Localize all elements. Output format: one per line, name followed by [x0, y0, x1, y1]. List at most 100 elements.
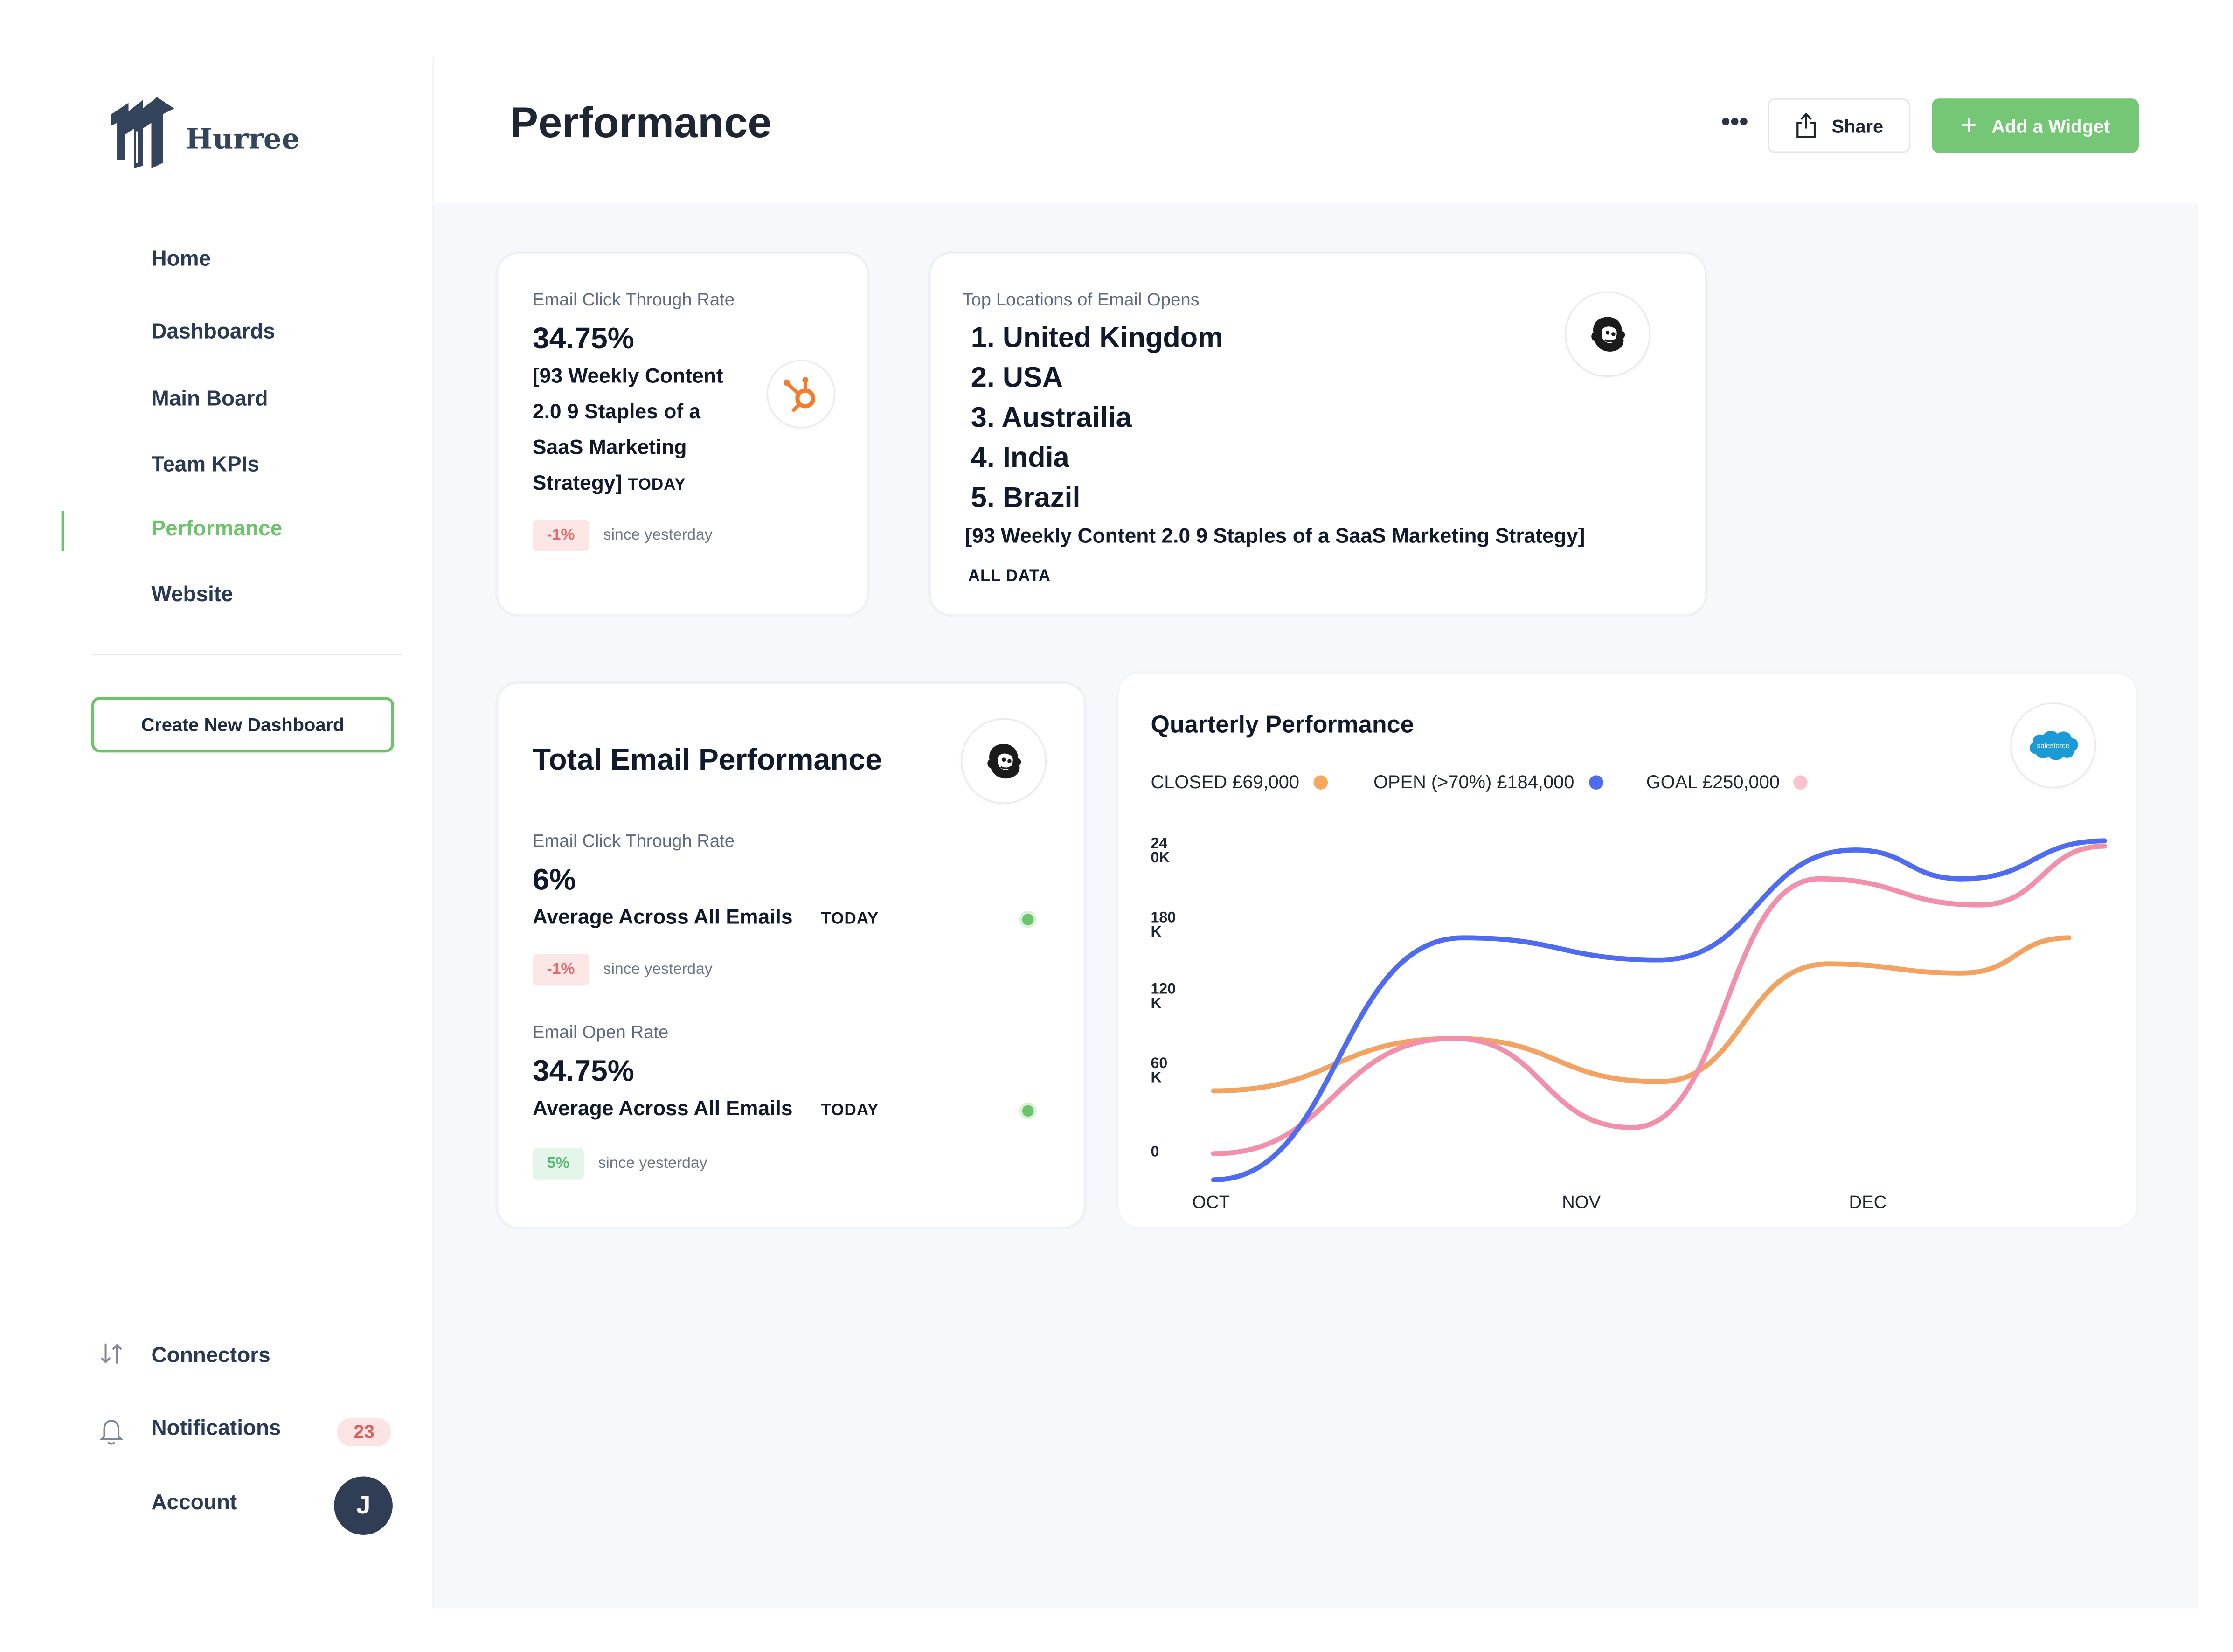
legend-item-open[interactable]: OPEN (>70%) £184,000: [1373, 771, 1603, 792]
locations-list: 1. United Kingdom 2. USA 3. Austrailia 4…: [971, 319, 1223, 519]
metric-desc: Average Across All Emails: [532, 906, 793, 930]
ctr-campaign-line: 2.0 9 Staples of a: [532, 401, 701, 424]
salesforce-logo: salesforce: [2010, 702, 2096, 788]
email-ctr-card[interactable]: Email Click Through Rate 34.75% [93 Week…: [495, 251, 870, 617]
add-widget-button[interactable]: + Add a Widget: [1932, 98, 2139, 153]
change-badge: -1%: [532, 954, 589, 986]
y-tick-line: 0K: [1151, 849, 1170, 867]
y-tick-line: 60: [1151, 1055, 1168, 1073]
x-tick-label: DEC: [1849, 1192, 1887, 1213]
sidebar-divider: [91, 654, 403, 656]
locations-scope: ALL DATA: [968, 568, 1051, 586]
metric-change-row: 5% since yesterday: [532, 1148, 707, 1180]
y-tick-line: K: [1151, 1069, 1162, 1087]
legend-label: CLOSED £69,000: [1151, 771, 1300, 793]
sidebar-item-home[interactable]: Home: [151, 247, 211, 271]
legend-item-goal[interactable]: GOAL £250,000: [1646, 771, 1809, 793]
metric-desc: Average Across All Emails: [532, 1098, 793, 1121]
since-label: since yesterday: [603, 527, 713, 544]
salesforce-icon-text: salesforce: [2037, 742, 2069, 750]
legend-label: GOAL £250,000: [1646, 771, 1780, 793]
sidebar-item-team-kpis[interactable]: Team KPIs: [151, 452, 259, 477]
ctr-period: TODAY: [628, 477, 686, 494]
more-options-button[interactable]: •••: [1721, 107, 1748, 136]
sidebar-item-performance[interactable]: Performance: [151, 517, 283, 541]
y-tick-line: 24: [1151, 835, 1168, 853]
notifications-link[interactable]: Notifications: [151, 1416, 281, 1441]
y-tick-label: 180 K: [1151, 909, 1176, 941]
locations-campaign: [93 Weekly Content 2.0 9 Staples of a Sa…: [965, 525, 1585, 548]
ctr-label: Email Click Through Rate: [532, 290, 735, 310]
sidebar-item-dashboards[interactable]: Dashboards: [151, 319, 275, 344]
active-indicator: [61, 511, 64, 551]
connectors-icon: [100, 1343, 122, 1364]
metric-label: Email Click Through Rate: [532, 831, 735, 851]
total-email-performance-card[interactable]: Total Email Performance Email Click Thro…: [495, 681, 1087, 1229]
since-label: since yesterday: [598, 1155, 707, 1173]
quarterly-line-chart: [1211, 838, 2107, 1182]
mailchimp-icon: [1591, 317, 1625, 352]
series-line: [1211, 843, 2107, 1156]
mailchimp-logo: [1565, 291, 1650, 377]
page-title: Performance: [509, 100, 772, 147]
ctr-campaign-line-end: Strategy]: [532, 472, 623, 496]
metric-value: 34.75%: [532, 1055, 634, 1088]
y-tick-line: K: [1151, 923, 1162, 941]
mailchimp-icon: [987, 743, 1021, 779]
mailchimp-logo: [961, 718, 1047, 804]
metric-period: TODAY: [821, 911, 879, 928]
y-tick-line: 180: [1151, 909, 1176, 927]
sidebar-item-main-board[interactable]: Main Board: [151, 387, 268, 411]
sidebar: Hurree Home Dashboards Main Board Team K…: [60, 57, 434, 1608]
legend-label: OPEN (>70%) £184,000: [1373, 771, 1574, 793]
locations-label: Top Locations of Email Opens: [962, 290, 1200, 310]
top-locations-card[interactable]: Top Locations of Email Opens 1. United K…: [928, 251, 1708, 617]
legend-item-closed[interactable]: CLOSED £69,000: [1151, 771, 1328, 792]
add-widget-label: Add a Widget: [1991, 115, 2110, 137]
y-tick-line: 0: [1151, 1144, 1159, 1161]
ctr-campaign-line: SaaS Marketing: [532, 437, 687, 460]
total-card-title: Total Email Performance: [532, 743, 882, 777]
notifications-count-badge: 23: [337, 1417, 391, 1447]
series-line: [1211, 935, 2072, 1094]
ctr-campaign-line: Strategy] TODAY: [533, 467, 723, 504]
change-badge: -1%: [532, 520, 589, 551]
share-icon: [1796, 112, 1816, 139]
location-item: 4. India: [971, 443, 1069, 474]
metric-value: 6%: [532, 864, 576, 897]
since-label: since yesterday: [603, 961, 713, 979]
metric-label: Email Open Rate: [532, 1022, 669, 1042]
plus-icon: +: [1960, 110, 1977, 142]
ctr-campaign: [93 Weekly Content 2.0 9 Staples of a Sa…: [533, 360, 723, 504]
brand-logo[interactable]: Hurree: [109, 94, 300, 169]
status-dot: [1019, 911, 1037, 928]
x-tick-label: NOV: [1562, 1192, 1601, 1213]
location-item: 5. Brazil: [971, 482, 1081, 514]
metric-change-row: -1% since yesterday: [532, 954, 713, 986]
hubspot-logo: [766, 360, 835, 429]
avatar[interactable]: J: [334, 1476, 393, 1535]
location-item: 3. Austrailia: [971, 403, 1132, 434]
y-tick-line: 120: [1151, 981, 1176, 998]
series-line: [1211, 838, 2107, 1182]
y-tick-line: K: [1151, 995, 1162, 1013]
y-tick-label: 60 K: [1151, 1055, 1168, 1087]
bell-icon: [99, 1420, 124, 1445]
sidebar-item-website[interactable]: Website: [151, 583, 233, 607]
quarterly-title: Quarterly Performance: [1151, 711, 1414, 738]
create-dashboard-button[interactable]: Create New Dashboard: [91, 696, 394, 753]
hurree-logo-icon: [111, 97, 174, 169]
y-tick-label: 0: [1151, 1145, 1159, 1159]
x-tick-label: OCT: [1192, 1192, 1230, 1213]
share-button[interactable]: Share: [1768, 98, 1911, 153]
account-link[interactable]: Account: [151, 1491, 237, 1515]
ctr-campaign-line: [93 Weekly Content: [532, 365, 723, 389]
location-item: 1. United Kingdom: [971, 322, 1223, 354]
metric-period: TODAY: [821, 1102, 879, 1120]
change-badge: 5%: [532, 1148, 584, 1180]
ctr-change-row: -1% since yesterday: [532, 520, 713, 551]
legend-dot: [1794, 774, 1809, 789]
brand-name: Hurree: [185, 121, 300, 156]
hubspot-icon: [784, 377, 816, 413]
connectors-link[interactable]: Connectors: [151, 1343, 270, 1368]
